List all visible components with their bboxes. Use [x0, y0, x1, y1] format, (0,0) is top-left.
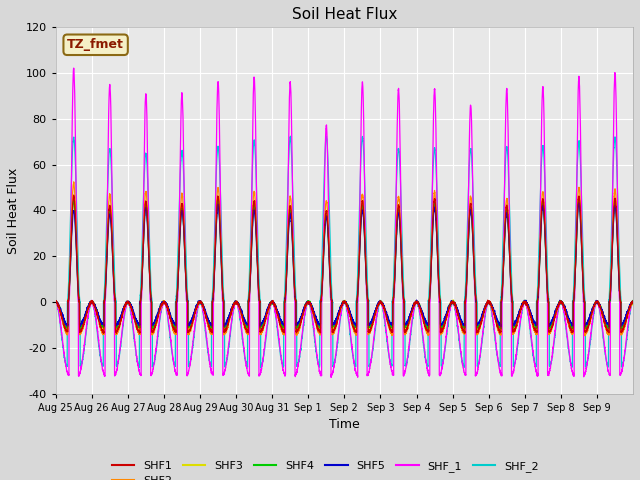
SHF5 — [497, 324, 505, 330]
SHF_1 — [397, 210, 405, 216]
SHF2 — [70, 179, 77, 185]
SHF5 — [531, 319, 539, 325]
SHF_2 — [287, 133, 294, 139]
Line: SHF1: SHF1 — [56, 195, 633, 333]
SHF_2 — [503, 144, 511, 150]
SHF2 — [397, 235, 404, 240]
Line: SHF3: SHF3 — [56, 198, 633, 331]
SHF4 — [172, 324, 179, 330]
SHF3 — [629, 299, 637, 305]
SHF1 — [113, 330, 120, 336]
Line: SHF_2: SHF_2 — [56, 136, 633, 368]
SHF_1 — [172, 369, 179, 374]
SHF_1 — [547, 365, 554, 371]
SHF5 — [52, 300, 60, 305]
SHF1 — [503, 204, 511, 210]
SHF5 — [629, 299, 637, 305]
SHF_1 — [503, 90, 511, 96]
SHF3 — [397, 241, 404, 247]
SHF2 — [531, 329, 539, 335]
Line: SHF_1: SHF_1 — [56, 68, 633, 377]
SHF1 — [629, 298, 637, 304]
SHF_2 — [547, 361, 554, 367]
SHF3 — [503, 205, 511, 211]
SHF_1 — [366, 362, 374, 368]
Line: SHF4: SHF4 — [56, 201, 633, 329]
SHF1 — [70, 192, 77, 198]
Legend: SHF1, SHF2, SHF3, SHF4, SHF5, SHF_1, SHF_2: SHF1, SHF2, SHF3, SHF4, SHF5, SHF_1, SHF… — [108, 456, 543, 480]
SHF1 — [366, 327, 374, 333]
SHF3 — [257, 328, 264, 334]
SHF3 — [366, 325, 374, 331]
SHF3 — [531, 324, 539, 330]
SHF4 — [503, 209, 511, 215]
SHF2 — [581, 333, 589, 339]
SHF4 — [547, 322, 554, 328]
SHF4 — [70, 198, 77, 204]
SHF2 — [629, 300, 637, 306]
SHF_1 — [327, 374, 335, 380]
SHF4 — [532, 324, 540, 330]
SHF_2 — [366, 362, 374, 368]
SHF1 — [52, 298, 60, 304]
SHF_2 — [397, 198, 405, 204]
SHF_2 — [257, 365, 265, 371]
SHF_1 — [532, 366, 540, 372]
Y-axis label: Soil Heat Flux: Soil Heat Flux — [7, 168, 20, 253]
SHF5 — [366, 321, 374, 327]
SHF3 — [52, 300, 60, 306]
SHF_2 — [52, 298, 60, 304]
SHF5 — [172, 321, 179, 327]
SHF5 — [503, 209, 511, 215]
SHF2 — [366, 330, 374, 336]
Line: SHF5: SHF5 — [56, 203, 633, 327]
SHF_2 — [629, 300, 637, 305]
SHF2 — [547, 329, 554, 335]
SHF5 — [397, 240, 404, 246]
SHF4 — [397, 242, 404, 248]
SHF1 — [532, 327, 540, 333]
SHF3 — [547, 325, 554, 331]
SHF_1 — [70, 65, 77, 71]
SHF5 — [547, 322, 554, 328]
SHF1 — [547, 328, 554, 334]
SHF2 — [503, 196, 511, 202]
X-axis label: Time: Time — [329, 418, 360, 431]
SHF_2 — [532, 363, 540, 369]
SHF1 — [172, 329, 179, 335]
Line: SHF2: SHF2 — [56, 182, 633, 336]
SHF3 — [172, 327, 179, 333]
SHF_1 — [52, 299, 60, 304]
SHF4 — [52, 300, 60, 306]
SHF_2 — [172, 363, 179, 369]
SHF5 — [575, 200, 583, 206]
SHF2 — [52, 298, 60, 304]
Title: Soil Heat Flux: Soil Heat Flux — [292, 7, 397, 22]
SHF4 — [629, 299, 637, 305]
SHF4 — [497, 326, 505, 332]
SHF4 — [366, 324, 374, 330]
Text: TZ_fmet: TZ_fmet — [67, 38, 124, 51]
SHF3 — [575, 195, 582, 201]
SHF1 — [397, 242, 405, 248]
SHF_1 — [629, 299, 637, 305]
SHF2 — [172, 331, 179, 337]
